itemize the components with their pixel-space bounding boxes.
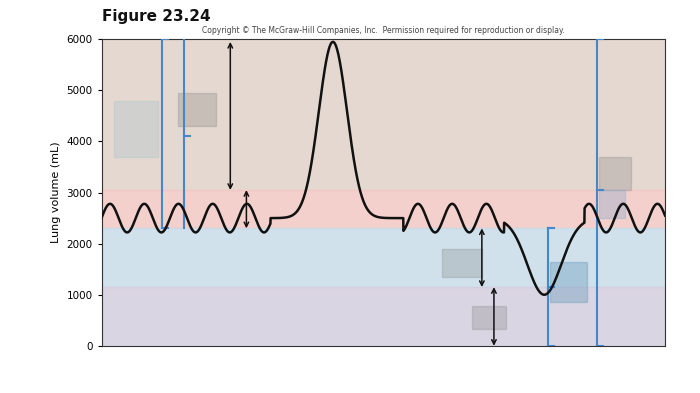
Bar <box>442 249 482 277</box>
Bar <box>102 228 665 287</box>
Bar <box>550 262 587 303</box>
Bar <box>598 157 631 190</box>
Bar <box>113 101 158 157</box>
Y-axis label: Lung volume (mL): Lung volume (mL) <box>51 142 61 243</box>
Bar <box>102 39 665 190</box>
Text: Figure 23.24: Figure 23.24 <box>102 9 210 24</box>
Bar <box>178 93 216 126</box>
Bar <box>598 189 624 218</box>
Text: Copyright © The McGraw-Hill Companies, Inc.  Permission required for reproductio: Copyright © The McGraw-Hill Companies, I… <box>202 26 565 35</box>
Bar <box>102 190 665 228</box>
Bar <box>472 306 506 329</box>
Bar <box>102 287 665 346</box>
